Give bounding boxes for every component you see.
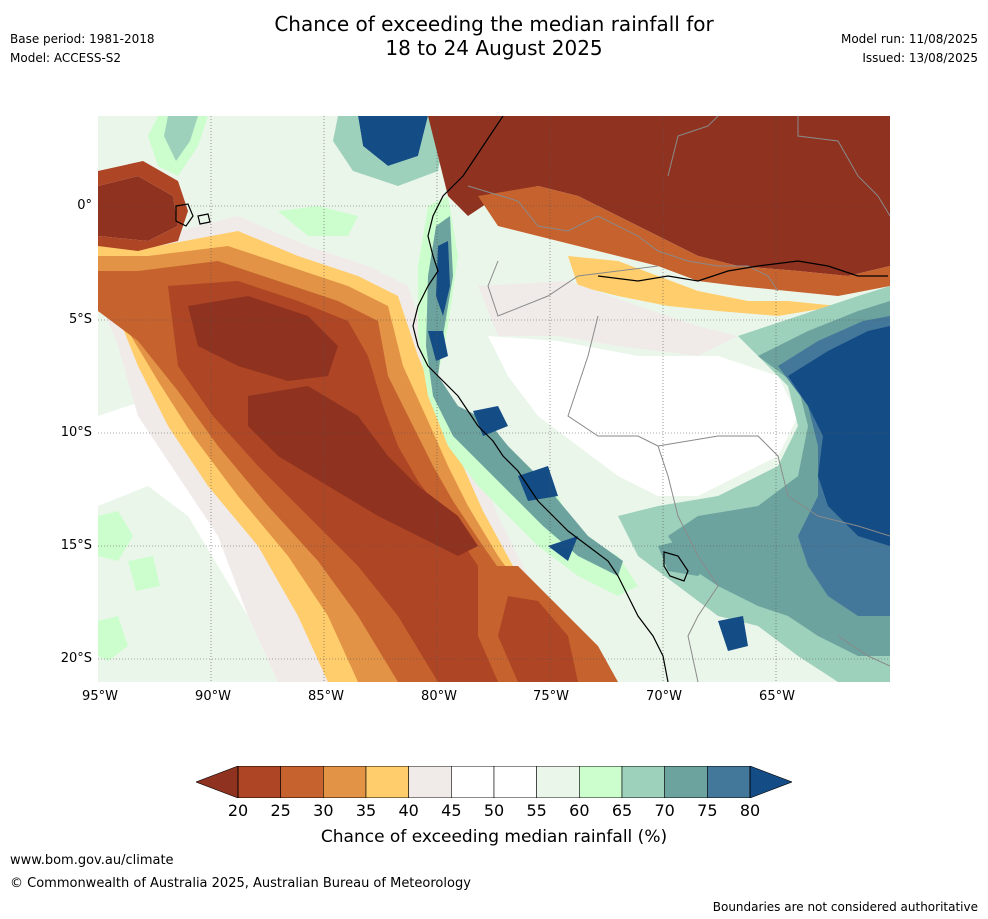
- colorbar-cell: [664, 766, 708, 798]
- lat-label-5s: 5°S: [68, 312, 92, 327]
- region-light-green-sw: [98, 486, 278, 682]
- colorbar-cell: [493, 766, 537, 798]
- footer-url: www.bom.gov.au/climate: [10, 853, 174, 868]
- country-border-bolivia: [657, 435, 890, 537]
- lon-label-85w: 85°W: [308, 689, 344, 704]
- footer-copyright: © Commonwealth of Australia 2025, Austra…: [10, 876, 471, 891]
- lake-titicaca: [663, 551, 689, 582]
- region-20-nw: [98, 161, 188, 251]
- colorbar-tick-label: 40: [398, 801, 419, 820]
- lon-label-90w: 90°W: [195, 689, 231, 704]
- country-border-venezuela: [667, 116, 719, 177]
- region-70-se: [658, 536, 718, 576]
- region-80-coast-1: [436, 241, 450, 316]
- colorbar-tick-label: 80: [739, 801, 761, 820]
- region-40-land: [478, 281, 738, 356]
- colorbar-under-triangle: [196, 766, 239, 798]
- lon-label-70w: 70°W: [646, 689, 682, 704]
- colorbar-title: Chance of exceeding median rainfall (%): [320, 827, 668, 847]
- region-blue-north: [358, 116, 428, 166]
- map-title: Chance of exceeding the median rainfall …: [0, 12, 988, 60]
- colorbar: [196, 766, 792, 798]
- colorbar-tick-label: 45: [441, 801, 462, 820]
- coastline-amazon-river: [597, 260, 888, 282]
- colorbar-cell: [323, 766, 367, 798]
- region-15-core-central: [248, 386, 478, 556]
- lat-label-0: 0°: [77, 198, 92, 213]
- colorbar-over-triangle: [749, 766, 792, 798]
- colorbar-tick-label: 25: [270, 801, 291, 820]
- lon-label-65w: 65°W: [759, 689, 795, 704]
- colorbar-cell: [579, 766, 623, 798]
- region-50-land: [488, 336, 798, 496]
- region-80-coast-2: [428, 331, 448, 361]
- region-15-core-nw: [98, 176, 178, 241]
- country-border-chile-bolivia: [687, 555, 719, 682]
- country-border-peru-brazil: [567, 315, 699, 557]
- region-80-east: [788, 326, 890, 546]
- colorbar-cell: [451, 766, 495, 798]
- colorbar-cell: [280, 766, 324, 798]
- meta-left: Base period: 1981-2018 Model: ACCESS-S2: [10, 32, 155, 70]
- meta-right: Model run: 11/08/2025 Issued: 13/08/2025: [841, 32, 978, 70]
- colorbar-cell: [621, 766, 665, 798]
- country-border-northeast: [797, 116, 890, 217]
- region-15-core-north: [188, 296, 338, 381]
- colorbar-cell: [408, 766, 452, 798]
- model-text: Model: ACCESS-S2: [10, 51, 122, 65]
- issued-text: Issued: 13/08/2025: [862, 51, 978, 65]
- rainfall-map: [98, 116, 890, 682]
- colorbar-tick-label: 75: [697, 801, 718, 820]
- country-border-ecuador-peru: [487, 260, 659, 317]
- map-title-line1: Chance of exceeding the median rainfall …: [274, 12, 714, 36]
- colorbar-tick-label: 50: [483, 801, 505, 820]
- country-border-bolivia-brazil: [837, 635, 890, 667]
- lon-label-80w: 80°W: [421, 689, 457, 704]
- model-run-text: Model run: 11/08/2025: [840, 32, 978, 46]
- colorbar-cell: [536, 766, 580, 798]
- coastline-south-america: [412, 116, 669, 682]
- region-80-se-spot: [718, 616, 748, 651]
- colorbar-cell: [707, 766, 751, 798]
- region-green-sw-2: [128, 556, 160, 591]
- colorbar-tick-label: 20: [227, 801, 249, 820]
- footer-note: Boundaries are not considered authoritat…: [712, 900, 978, 914]
- colorbar-tick-label: 60: [569, 801, 590, 820]
- region-65-northwest: [164, 116, 198, 161]
- region-green-sw-3: [98, 616, 128, 661]
- colorbar-tick-label: 35: [355, 801, 377, 820]
- region-20-south: [498, 596, 578, 682]
- map-title-line2: 18 to 24 August 2025: [385, 36, 603, 60]
- colorbar-tick-label: 70: [654, 801, 675, 820]
- region-65-north: [333, 116, 448, 186]
- lat-label-10s: 10°S: [60, 425, 92, 440]
- colorbar-tick-label: 65: [611, 801, 633, 820]
- galapagos-island-2: [197, 213, 211, 225]
- lat-label-15s: 15°S: [60, 538, 92, 553]
- region-60-north: [278, 206, 358, 236]
- galapagos-island-1: [175, 203, 194, 227]
- region-80-coast-4: [518, 466, 558, 501]
- region-25-land-north: [478, 186, 890, 296]
- region-15-land-north: [428, 116, 890, 276]
- region-80-coast-5: [548, 536, 578, 561]
- base-period-text: Base period: 1981-2018: [10, 32, 155, 46]
- region-35-land-north: [568, 256, 838, 316]
- colorbar-cell: [365, 766, 409, 798]
- colorbar-cell: [237, 766, 281, 798]
- region-80-coast-3: [473, 406, 508, 436]
- region-green-sw-1: [98, 511, 133, 561]
- colorbar-frame: [237, 766, 751, 798]
- colorbar-tick-label: 30: [313, 801, 334, 820]
- colorbar-tick-label: 55: [526, 801, 547, 820]
- lat-label-20s: 20°S: [60, 651, 92, 666]
- lon-label-95w: 95°W: [82, 689, 118, 704]
- lon-label-75w: 75°W: [533, 689, 569, 704]
